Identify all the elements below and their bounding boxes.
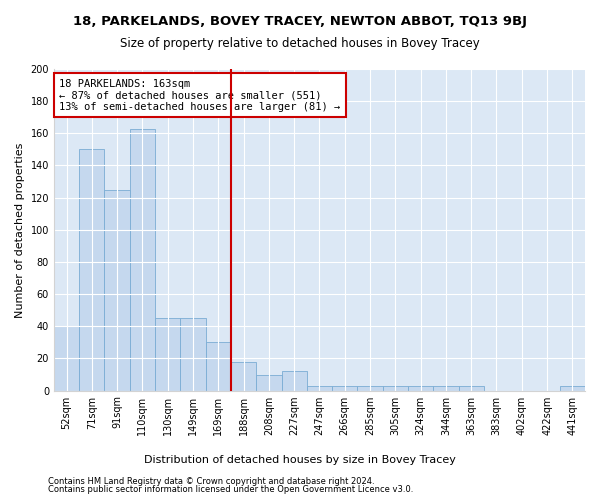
- Text: Size of property relative to detached houses in Bovey Tracey: Size of property relative to detached ho…: [120, 38, 480, 51]
- Bar: [408, 386, 433, 390]
- Text: Contains public sector information licensed under the Open Government Licence v3: Contains public sector information licen…: [48, 485, 413, 494]
- Bar: [231, 362, 256, 390]
- Text: 18 PARKELANDS: 163sqm
← 87% of detached houses are smaller (551)
13% of semi-det: 18 PARKELANDS: 163sqm ← 87% of detached …: [59, 78, 340, 112]
- Bar: [155, 318, 181, 390]
- Y-axis label: Number of detached properties: Number of detached properties: [15, 142, 25, 318]
- Bar: [79, 150, 104, 390]
- Bar: [281, 372, 307, 390]
- Bar: [458, 386, 484, 390]
- Text: Distribution of detached houses by size in Bovey Tracey: Distribution of detached houses by size …: [144, 455, 456, 465]
- Text: 18, PARKELANDS, BOVEY TRACEY, NEWTON ABBOT, TQ13 9BJ: 18, PARKELANDS, BOVEY TRACEY, NEWTON ABB…: [73, 15, 527, 28]
- Bar: [206, 342, 231, 390]
- Bar: [332, 386, 358, 390]
- Bar: [54, 326, 79, 390]
- Bar: [560, 386, 585, 390]
- Bar: [383, 386, 408, 390]
- Text: Contains HM Land Registry data © Crown copyright and database right 2024.: Contains HM Land Registry data © Crown c…: [48, 477, 374, 486]
- Bar: [130, 128, 155, 390]
- Bar: [307, 386, 332, 390]
- Bar: [433, 386, 458, 390]
- Bar: [358, 386, 383, 390]
- Bar: [256, 374, 281, 390]
- Bar: [104, 190, 130, 390]
- Bar: [181, 318, 206, 390]
